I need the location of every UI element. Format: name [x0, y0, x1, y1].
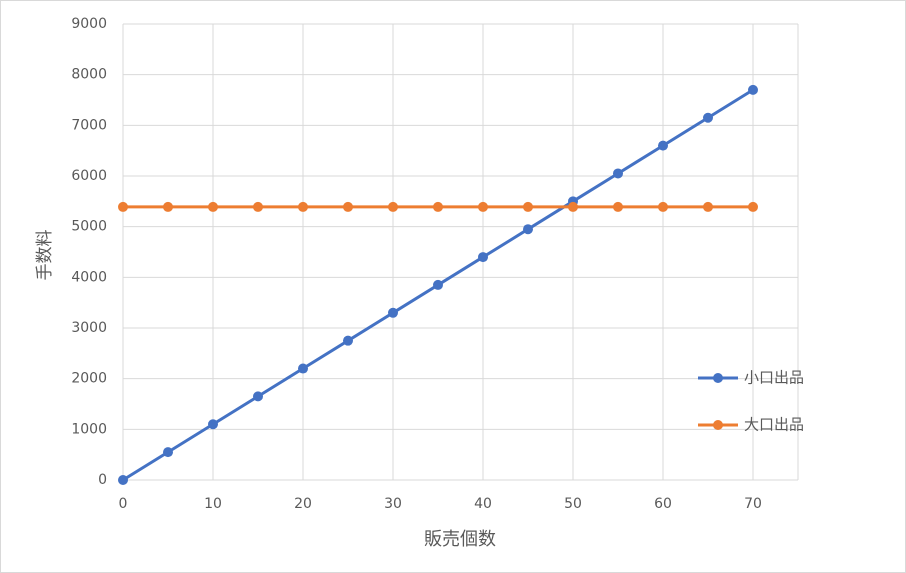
data-point	[748, 84, 758, 95]
data-point	[118, 201, 128, 212]
data-point	[388, 307, 398, 318]
data-point	[613, 168, 623, 179]
data-point	[208, 201, 218, 212]
data-point	[523, 224, 533, 235]
data-point	[343, 335, 353, 346]
y-tick-label: 2000	[71, 371, 107, 387]
data-point	[253, 391, 263, 402]
legend-marker	[713, 420, 723, 430]
y-tick-label: 6000	[71, 168, 107, 184]
data-point	[703, 201, 713, 212]
legend-label: 大口出品	[744, 416, 804, 434]
x-tick-label: 60	[654, 496, 672, 512]
data-point	[208, 419, 218, 430]
data-point	[163, 201, 173, 212]
x-tick-label: 20	[294, 496, 312, 512]
legend-label: 小口出品	[744, 369, 804, 387]
y-axis-label: 手数料	[35, 230, 55, 281]
data-point	[568, 201, 578, 212]
x-tick-label: 30	[384, 496, 402, 512]
legend-marker	[713, 373, 723, 383]
data-point	[298, 201, 308, 212]
x-tick-label: 50	[564, 496, 582, 512]
y-tick-label: 4000	[71, 269, 107, 285]
data-point	[703, 112, 713, 123]
data-point	[298, 363, 308, 374]
y-tick-label: 1000	[71, 421, 107, 437]
y-tick-label: 8000	[71, 67, 107, 83]
data-point	[478, 201, 488, 212]
data-point	[118, 475, 128, 485]
x-axis-label: 販売個数	[424, 529, 496, 550]
data-point	[613, 201, 623, 212]
y-tick-label: 7000	[71, 117, 107, 133]
data-point	[658, 201, 668, 212]
y-tick-label: 5000	[71, 219, 107, 235]
data-point	[523, 201, 533, 212]
data-point	[478, 252, 488, 263]
y-tick-label: 9000	[71, 16, 107, 32]
data-point	[748, 201, 758, 212]
x-tick-label: 40	[474, 496, 492, 512]
x-tick-label: 10	[204, 496, 222, 512]
x-tick-label: 0	[119, 496, 128, 512]
x-tick-label: 70	[744, 496, 762, 512]
data-point	[433, 279, 443, 290]
data-point	[343, 201, 353, 212]
data-point	[658, 140, 668, 151]
data-point	[253, 201, 263, 212]
data-point	[163, 447, 173, 458]
data-point	[433, 201, 443, 212]
data-point	[388, 201, 398, 212]
y-tick-label: 0	[98, 472, 107, 488]
y-tick-label: 3000	[71, 320, 107, 336]
